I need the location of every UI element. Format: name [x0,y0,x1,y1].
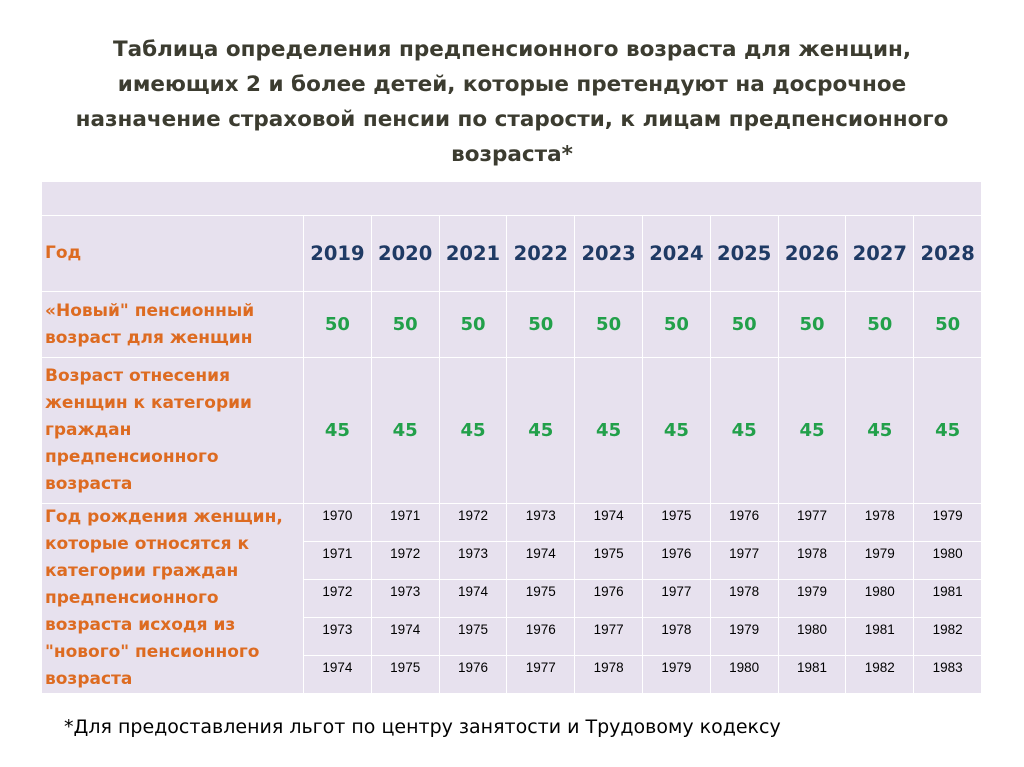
year-cell: 2019 [303,215,372,292]
new-age-cell: 50 [777,291,847,358]
birth-row: Год рождения женщин, которые относятся к… [41,503,983,694]
new-age-cell: 50 [506,291,576,358]
birth-year-cell: 1981 [845,617,915,656]
pre-age-row: Возраст отнесения женщин к категории гра… [41,357,983,504]
table-top-band [40,181,983,216]
birth-year-cell: 1974 [303,655,372,694]
year-cell: 2028 [913,215,983,292]
pre-age-cell: 45 [913,357,983,504]
pre-age-cell: 45 [709,357,779,504]
new-age-cell: 50 [370,291,440,358]
birth-year-cell: 1973 [506,503,576,542]
birth-year-cell: 1979 [709,617,779,656]
birth-year-cell: 1976 [641,541,711,580]
birth-year-cell: 1974 [438,579,508,618]
birth-year-cell: 1970 [303,503,372,542]
pre-retirement-table: Год 2019 2020 2021 2022 2023 2024 2025 2026 2027… [40,181,983,694]
birth-year-cell: 1978 [641,617,711,656]
birth-year-cell: 1972 [438,503,508,542]
year-cell: 2026 [777,215,847,292]
birth-row: 1971 1972 1973 1974 1975 1976 1977 1978 1979 1980 [42,541,983,580]
pre-age-label: Возраст отнесения женщин к категории гра… [41,357,304,504]
birth-year-cell: 1972 [370,541,440,580]
footnote: *Для предоставления льгот по центру заня… [64,716,781,738]
new-age-label: «Новый" пенсионный возраст для женщин [41,291,304,358]
birth-year-cell: 1973 [303,617,372,656]
birth-row: 1973 1974 1975 1976 1977 1978 1979 1980 1981 1982 [42,617,983,656]
birth-year-cell: 1981 [777,655,847,694]
new-age-cell: 50 [574,291,643,358]
birth-year-cell: 1975 [370,655,440,694]
pre-age-cell: 45 [506,357,576,504]
year-cell: 2025 [709,215,779,292]
year-cell: 2022 [506,215,576,292]
birth-year-cell: 1976 [574,579,643,618]
birth-year-cell: 1975 [506,579,576,618]
birth-year-cell: 1979 [913,503,983,542]
year-cell: 2027 [845,215,915,292]
pre-age-cell: 45 [777,357,847,504]
birth-year-cell: 1974 [506,541,576,580]
birth-year-cell: 1979 [777,579,847,618]
pre-age-cell: 45 [438,357,508,504]
year-cell: 2023 [574,215,643,292]
years-row: Год 2019 2020 2021 2022 2023 2024 2025 2026 2027… [41,215,983,292]
new-age-cell: 50 [709,291,779,358]
birth-row: 1974 1975 1976 1977 1978 1979 1980 1981 1982 1983 [42,655,983,694]
birth-year-cell: 1977 [506,655,576,694]
birth-year-cell: 1976 [438,655,508,694]
birth-year-cell: 1978 [709,579,779,618]
birth-year-cell: 1972 [303,579,372,618]
birth-year-cell: 1978 [777,541,847,580]
pre-age-cell: 45 [845,357,915,504]
year-label: Год [41,215,304,292]
new-age-row: «Новый" пенсионный возраст для женщин 50… [41,291,983,358]
birth-year-cell: 1982 [913,617,983,656]
birth-year-cell: 1983 [913,655,983,694]
pre-age-cell: 45 [303,357,372,504]
birth-year-cell: 1975 [574,541,643,580]
page-title: Таблица определения предпенсионного возр… [75,37,949,167]
birth-year-cell: 1974 [370,617,440,656]
pre-age-cell: 45 [370,357,440,504]
birth-year-cell: 1978 [845,503,915,542]
birth-year-cell: 1977 [574,617,643,656]
birth-label: Год рождения женщин, которые относятся к… [41,503,304,694]
birth-year-cell: 1976 [709,503,779,542]
birth-year-cell: 1975 [641,503,711,542]
birth-year-cell: 1982 [845,655,915,694]
birth-year-cell: 1980 [845,579,915,618]
birth-year-cell: 1976 [506,617,576,656]
birth-year-cell: 1977 [641,579,711,618]
birth-year-cell: 1977 [777,503,847,542]
year-cell: 2024 [641,215,711,292]
pre-age-cell: 45 [574,357,643,504]
birth-year-cell: 1979 [641,655,711,694]
new-age-cell: 50 [641,291,711,358]
pre-age-cell: 45 [641,357,711,504]
year-cell: 2020 [370,215,440,292]
birth-year-cell: 1980 [709,655,779,694]
birth-year-cell: 1979 [845,541,915,580]
new-age-cell: 50 [303,291,372,358]
birth-row: 1972 1973 1974 1975 1976 1977 1978 1979 1980 1981 [42,579,983,618]
birth-year-cell: 1973 [438,541,508,580]
new-age-cell: 50 [845,291,915,358]
new-age-cell: 50 [438,291,508,358]
birth-year-cell: 1973 [370,579,440,618]
year-cell: 2021 [438,215,508,292]
birth-year-cell: 1978 [574,655,643,694]
new-age-cell: 50 [913,291,983,358]
birth-year-cell: 1971 [303,541,372,580]
birth-year-cell: 1981 [913,579,983,618]
birth-year-cell: 1980 [777,617,847,656]
birth-year-cell: 1974 [574,503,643,542]
birth-year-cell: 1971 [370,503,440,542]
birth-year-cell: 1975 [438,617,508,656]
birth-year-cell: 1977 [709,541,779,580]
birth-year-cell: 1980 [913,541,983,580]
